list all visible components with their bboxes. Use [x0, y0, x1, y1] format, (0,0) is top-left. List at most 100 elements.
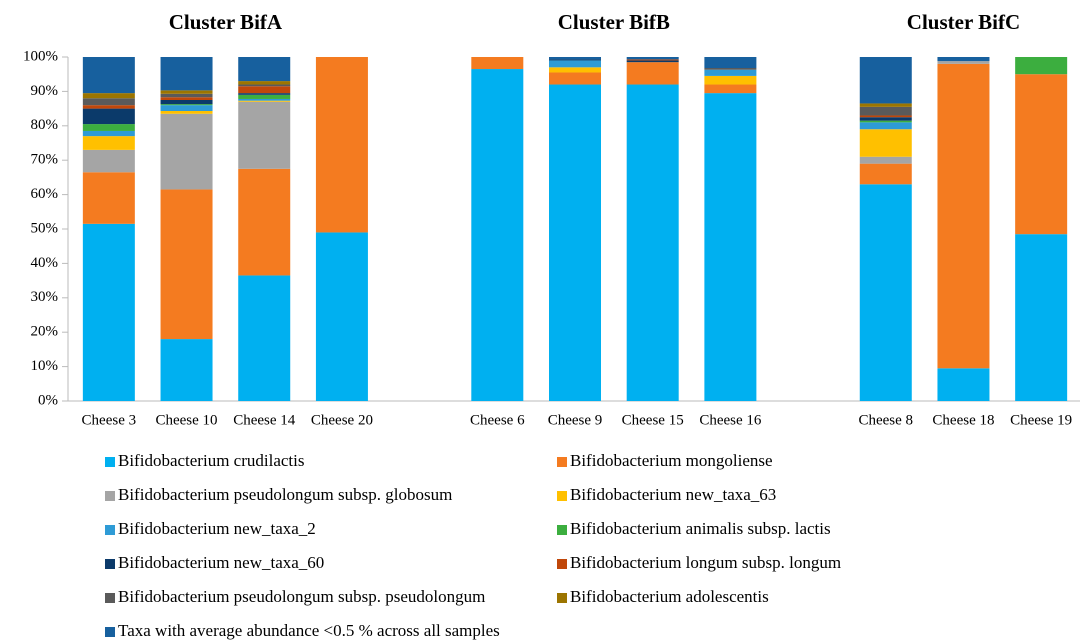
- bar-segment: [859, 129, 912, 157]
- bar-segment: [315, 57, 368, 233]
- bar-segment: [859, 184, 912, 401]
- bar-segment: [549, 67, 601, 73]
- bar-segment: [859, 103, 912, 107]
- bar-segment: [626, 62, 679, 85]
- legend-label: Bifidobacterium longum subsp. longum: [570, 553, 841, 572]
- x-tick-label: Cheese 3: [82, 412, 137, 428]
- legend-swatch: [557, 525, 567, 535]
- legend-swatch: [105, 491, 115, 501]
- bar-segment: [238, 84, 291, 87]
- bar-segment: [859, 115, 912, 118]
- bar-segment: [82, 57, 135, 94]
- bar-segment: [549, 84, 601, 402]
- y-tick-label: 0%: [38, 392, 58, 408]
- legend-label: Bifidobacterium mongoliense: [570, 451, 773, 470]
- y-tick-label: 100%: [23, 48, 58, 64]
- bar-segment: [238, 86, 291, 94]
- bar-segment: [626, 59, 679, 61]
- bar-segment: [82, 136, 135, 150]
- x-tick-label: Cheese 10: [155, 412, 217, 428]
- y-tick-label: 40%: [31, 255, 59, 271]
- bar-segment: [238, 100, 291, 102]
- bar-segment: [626, 57, 679, 60]
- bar-segment: [549, 59, 601, 61]
- bar-segment: [859, 163, 912, 185]
- legend-swatch: [557, 559, 567, 569]
- x-tick-label: Cheese 6: [470, 412, 525, 428]
- legend-swatch: [105, 525, 115, 535]
- bar-segment: [160, 111, 213, 114]
- bar-segment: [238, 94, 291, 99]
- x-tick-label: Cheese 20: [311, 412, 373, 428]
- bar-segment: [238, 168, 291, 276]
- bar-segment: [82, 105, 135, 109]
- bar-segment: [238, 101, 291, 169]
- bar-segment: [937, 57, 990, 62]
- bar-segment: [160, 339, 213, 401]
- legend-swatch: [557, 593, 567, 603]
- y-tick-label: 50%: [31, 220, 59, 236]
- bar-segment: [859, 106, 912, 116]
- bar-segment: [937, 63, 990, 369]
- x-tick-label: Cheese 15: [622, 412, 684, 428]
- bar-segment: [82, 149, 135, 173]
- y-tick-label: 60%: [31, 186, 59, 202]
- bar-segment: [704, 57, 757, 69]
- legend-swatch: [105, 593, 115, 603]
- x-tick-label: Cheese 14: [233, 412, 296, 428]
- bar-segment: [160, 105, 213, 112]
- bar-segment: [1015, 57, 1068, 75]
- legend-swatch: [557, 457, 567, 467]
- bar-segment: [238, 98, 291, 101]
- y-tick-label: 80%: [31, 117, 59, 133]
- cluster-title: Cluster BifB: [558, 10, 670, 34]
- bar-segment: [549, 72, 601, 85]
- bar-segment: [160, 97, 213, 100]
- legend-label: Bifidobacterium pseudolongum subsp. glob…: [118, 485, 452, 504]
- bar-segment: [937, 368, 990, 401]
- bar-segment: [704, 75, 757, 85]
- bar-segment: [160, 90, 213, 94]
- bar-segment: [549, 57, 601, 60]
- bar-segment: [238, 93, 291, 95]
- bar-segment: [859, 120, 912, 123]
- legend-label: Bifidobacterium adolescentis: [570, 587, 769, 606]
- legend-label: Bifidobacterium animalis subsp. lactis: [570, 519, 831, 538]
- bar-segment: [704, 69, 757, 76]
- bar-segment: [160, 100, 213, 105]
- legend-label: Bifidobacterium new_taxa_63: [570, 485, 776, 504]
- cluster-title: Cluster BifA: [169, 10, 283, 34]
- y-tick-label: 10%: [31, 358, 59, 374]
- bar-segment: [238, 275, 291, 401]
- legend-swatch: [105, 457, 115, 467]
- bar-segment: [471, 69, 524, 401]
- x-tick-label: Cheese 19: [1010, 412, 1072, 428]
- bar-segment: [82, 108, 135, 125]
- legend-label: Taxa with average abundance <0.5 % acros…: [118, 621, 500, 640]
- y-tick-label: 90%: [31, 83, 59, 99]
- cluster-title: Cluster BifC: [907, 10, 1020, 34]
- legend-label: Bifidobacterium crudilactis: [118, 451, 304, 470]
- bar-segment: [160, 104, 213, 106]
- bar-segment: [704, 84, 757, 94]
- bar-segment: [160, 189, 213, 340]
- bar-segment: [238, 81, 291, 85]
- bar-segment: [82, 98, 135, 106]
- bar-segment: [82, 124, 135, 131]
- bar-segment: [626, 84, 679, 402]
- bar-segment: [859, 156, 912, 164]
- bar-segment: [626, 60, 679, 63]
- y-tick-label: 20%: [31, 324, 59, 340]
- bar-segment: [859, 117, 912, 121]
- legend-swatch: [557, 491, 567, 501]
- legend-swatch: [105, 559, 115, 569]
- bar-segment: [82, 93, 135, 99]
- y-tick-label: 70%: [31, 152, 59, 168]
- y-tick-label: 30%: [31, 289, 59, 305]
- bar-segment: [704, 93, 757, 402]
- bar-segment: [549, 60, 601, 68]
- bar-segment: [160, 113, 213, 190]
- bar-segment: [82, 223, 135, 401]
- bar-segment: [1015, 74, 1068, 235]
- bar-segment: [859, 57, 912, 104]
